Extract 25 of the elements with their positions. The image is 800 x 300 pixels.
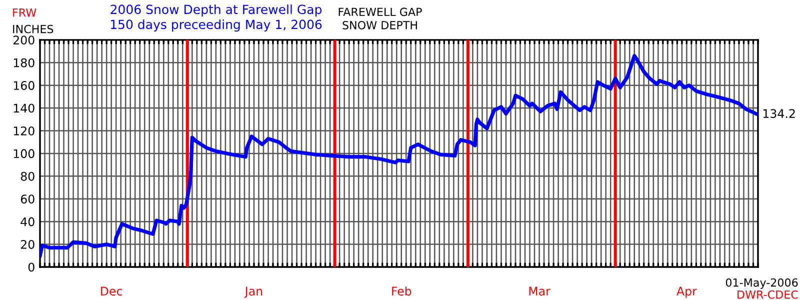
chart-title: 2006 Snow Depth at Farewell Gap bbox=[110, 4, 322, 17]
x-tick-label: Feb bbox=[392, 286, 412, 296]
y-tick-label: 180 bbox=[14, 58, 34, 68]
text: FAREWELL GAP SNOW DEPTH bbox=[338, 8, 422, 30]
text: DWR-CDEC bbox=[738, 290, 798, 299]
y-tick-label: 140 bbox=[14, 104, 34, 113]
y-tick-label: 0 bbox=[28, 262, 34, 272]
y-axis-title: INCHES bbox=[13, 24, 54, 34]
y-tick-label: 100 bbox=[14, 149, 34, 158]
line-series bbox=[40, 54, 758, 258]
y-tick-label: 160 bbox=[14, 81, 34, 90]
x-tick-label: Apr bbox=[676, 286, 697, 298]
text: 01-May-2006 bbox=[726, 278, 798, 289]
y-tick-label: 200 bbox=[13, 36, 34, 45]
text: FRW bbox=[13, 8, 36, 17]
x-tick-label: Mar bbox=[529, 286, 550, 296]
y-tick-label: 60 bbox=[20, 194, 34, 204]
x-tick-label: Dec bbox=[101, 286, 122, 296]
chart-subtitle: 150 days preceeding May 1, 2006 bbox=[110, 19, 322, 32]
y-tick-label: 120 bbox=[14, 126, 34, 136]
y-tick-label: 80 bbox=[20, 172, 34, 181]
annotation: 134.2 bbox=[763, 109, 795, 118]
y-tick-label: 20 bbox=[20, 240, 34, 249]
y-tick-label: 40 bbox=[20, 217, 34, 226]
x-tick-label: Jan bbox=[244, 286, 262, 298]
